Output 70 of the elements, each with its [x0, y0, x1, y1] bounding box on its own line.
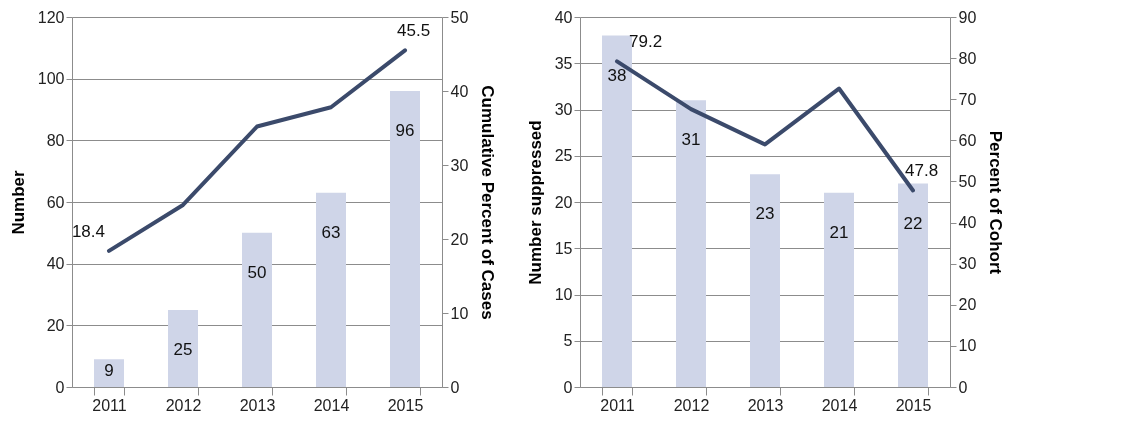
x-tick-label: 2014	[821, 396, 858, 414]
data-label: 21	[829, 222, 849, 242]
y-tick-label: 20	[46, 316, 65, 334]
data-label: 63	[321, 222, 341, 242]
y2-tick-label: 10	[450, 304, 469, 322]
x-tick-label: 2015	[387, 396, 424, 414]
y-tick-label: 30	[554, 101, 573, 118]
y-tick-label: 60	[46, 193, 65, 211]
data-label: 79.2	[629, 32, 663, 52]
y-tick-label: 100	[37, 70, 65, 88]
bar	[94, 359, 124, 387]
y-tick-label: 10	[554, 286, 573, 303]
y2-tick-label: 20	[958, 296, 977, 314]
y2-tick-label: 80	[958, 49, 977, 67]
data-label: 9	[104, 361, 114, 381]
y2-tick-label: 40	[958, 214, 977, 232]
bar	[824, 192, 854, 387]
y2-tick-label: 90	[958, 8, 977, 26]
x-tick-label: 2013	[239, 396, 276, 414]
y-tick-label: 15	[554, 239, 573, 257]
x-tick-label: 2012	[165, 396, 202, 414]
y2-tick-label: 30	[450, 156, 469, 174]
y-tick-label: 20	[554, 193, 573, 211]
data-label: 50	[247, 262, 267, 282]
data-label: 23	[755, 204, 775, 224]
y2-tick-label: 60	[958, 131, 977, 149]
bar	[390, 91, 420, 387]
y-tick-label: 0	[55, 378, 65, 396]
bar	[898, 183, 928, 387]
x-tick-label: 2012	[673, 396, 710, 414]
y-axis-title: Number suppressed	[525, 120, 545, 285]
y2-tick-label: 50	[958, 172, 977, 190]
y2-axis-title: Percent of Cohort	[986, 130, 1006, 275]
data-label: 96	[395, 121, 415, 140]
y2-tick-label: 0	[450, 378, 460, 396]
x-tick-label: 2011	[600, 396, 635, 414]
y2-tick-label: 70	[958, 90, 977, 108]
data-label: 18.4	[71, 221, 105, 241]
data-label: 38	[607, 65, 627, 85]
x-tick-label: 2014	[313, 396, 350, 414]
y2-tick-label: 20	[450, 230, 469, 248]
bar	[316, 192, 346, 387]
y2-axis-title: Cumulative Percent of Cases	[478, 85, 498, 320]
data-label: 31	[681, 130, 701, 150]
y-tick-label: 35	[554, 54, 573, 72]
y-tick-label: 40	[46, 255, 65, 273]
data-label: 45.5	[397, 21, 431, 41]
y-tick-label: 25	[554, 147, 573, 165]
y-axis-title: Number	[8, 170, 28, 235]
x-tick-label: 2015	[895, 396, 932, 414]
bar	[242, 232, 272, 387]
y-tick-label: 5	[563, 332, 573, 350]
y2-tick-label: 30	[958, 255, 977, 273]
x-tick-label: 2011	[92, 396, 127, 414]
y-tick-label: 80	[46, 131, 65, 149]
data-label: 47.8	[905, 161, 939, 181]
y2-tick-label: 10	[958, 337, 977, 355]
data-label: 25	[173, 339, 193, 359]
y-tick-label: 0	[563, 378, 573, 396]
bar	[750, 174, 780, 387]
bar	[168, 309, 198, 387]
y2-tick-label: 40	[450, 82, 469, 100]
x-tick-label: 2013	[747, 396, 784, 414]
y-tick-label: 120	[37, 8, 65, 26]
y2-tick-label: 0	[958, 378, 968, 396]
bar	[676, 100, 706, 387]
y-tick-label: 40	[554, 8, 573, 26]
bar	[602, 35, 632, 387]
y2-tick-label: 50	[450, 8, 469, 26]
data-label: 22	[903, 213, 923, 233]
